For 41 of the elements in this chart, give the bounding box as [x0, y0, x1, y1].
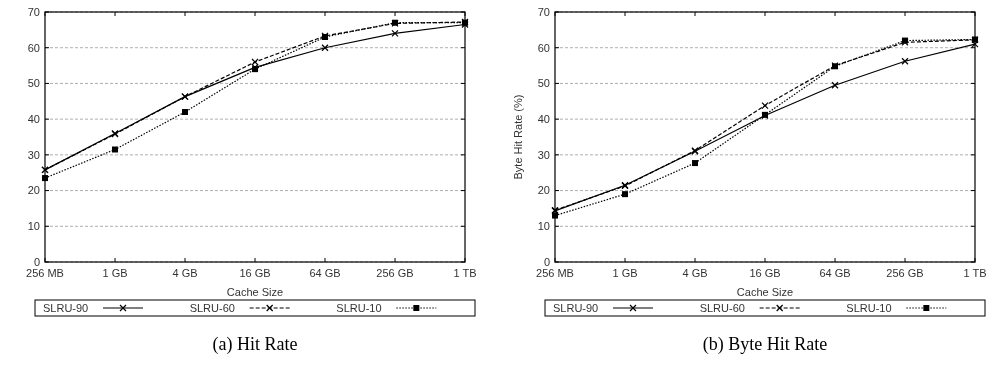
y-tick-label: 30: [537, 148, 550, 161]
y-tick-label: 0: [33, 255, 40, 268]
x-axis-title: Cache Size: [226, 286, 284, 298]
x-tick-label: 64 GB: [819, 267, 851, 279]
legend-label: SLRU-90: [553, 302, 599, 314]
x-tick-label: 1 TB: [963, 267, 987, 279]
legend-label: SLRU-60: [699, 302, 745, 314]
x-tick-label: 1 TB: [453, 267, 477, 279]
y-tick-label: 70: [537, 5, 550, 18]
x-axis-title: Cache Size: [736, 286, 794, 298]
legend-label: SLRU-90: [43, 302, 89, 314]
x-tick-label: 16 GB: [749, 267, 781, 279]
x-tick-label: 16 GB: [239, 267, 271, 279]
x-tick-label: 256 GB: [376, 267, 414, 279]
x-tick-label: 256 MB: [536, 267, 574, 279]
x-tick-label: 64 GB: [309, 267, 341, 279]
y-tick-label: 60: [537, 41, 550, 54]
legend-label: SLRU-10: [846, 302, 892, 314]
y-tick-label: 30: [27, 148, 40, 161]
x-tick-label: 256 MB: [26, 267, 64, 279]
text: (b) Byte Hit Rate: [702, 334, 828, 355]
y-tick-label: 50: [27, 77, 40, 90]
x-tick-label: 1 GB: [612, 267, 638, 279]
x-tick-label: 1 GB: [102, 267, 128, 279]
y-tick-label: 60: [27, 41, 40, 54]
y-tick-label: 10: [537, 220, 550, 233]
y-tick-label: 0: [543, 255, 550, 268]
y-tick-label: 20: [27, 184, 40, 197]
y-tick-label: 50: [537, 77, 550, 90]
y-tick-label: 40: [537, 112, 550, 125]
y-tick-label: 70: [27, 5, 40, 18]
legend-label: SLRU-60: [189, 302, 235, 314]
x-tick-label: 4 GB: [172, 267, 198, 279]
y-tick-label: 40: [27, 112, 40, 125]
legend-label: SLRU-10: [336, 302, 382, 314]
x-tick-label: 256 GB: [886, 267, 924, 279]
y-tick-label: 10: [27, 220, 40, 233]
y-tick-label: 20: [537, 184, 550, 197]
text: (a) Hit Rate: [212, 334, 298, 355]
y-axis-title: Byte Hit Rate (%): [512, 94, 524, 180]
x-tick-label: 4 GB: [682, 267, 708, 279]
